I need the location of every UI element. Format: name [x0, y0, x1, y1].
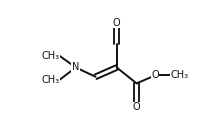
Text: O: O: [113, 18, 121, 28]
Text: O: O: [133, 102, 140, 112]
Text: CH₃: CH₃: [170, 70, 188, 80]
Text: O: O: [151, 70, 159, 80]
Text: N: N: [72, 63, 80, 72]
Text: CH₃: CH₃: [41, 51, 59, 61]
Text: CH₃: CH₃: [41, 75, 59, 85]
